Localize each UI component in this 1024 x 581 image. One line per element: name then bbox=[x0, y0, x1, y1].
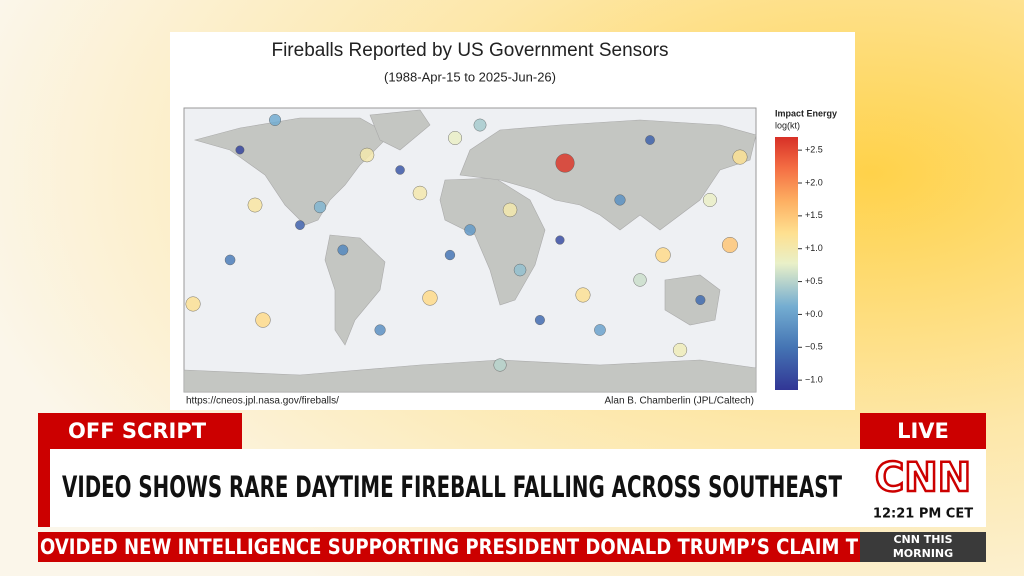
headline-box bbox=[50, 449, 860, 527]
colorbar-title: Impact Energy bbox=[775, 108, 837, 118]
colorbar-tick-label: +1.0 bbox=[805, 243, 823, 253]
eurasia bbox=[459, 119, 757, 231]
fireball bbox=[672, 342, 688, 358]
fireball bbox=[313, 200, 327, 214]
fireball bbox=[337, 244, 349, 256]
colorbar-tick-label: +0.5 bbox=[805, 276, 823, 286]
south-america bbox=[324, 234, 386, 346]
fireball bbox=[235, 145, 245, 155]
banner-tab bbox=[38, 413, 242, 449]
chart-subtitle: (1988-Apr-15 to 2025-Jun-26) bbox=[384, 69, 556, 84]
fireball bbox=[555, 153, 575, 173]
fireball bbox=[575, 287, 591, 303]
fireball bbox=[534, 315, 545, 326]
credit: Alan B. Chamberlin (JPL/Caltech) bbox=[604, 396, 754, 407]
fireball-points bbox=[185, 114, 748, 372]
colorbar-tick-label: +2.0 bbox=[805, 177, 823, 187]
fireball bbox=[359, 147, 375, 163]
colorbar-tick-label: +2.5 bbox=[805, 145, 823, 155]
fireball bbox=[444, 249, 456, 261]
fireball bbox=[614, 194, 626, 206]
source: https://cneos.jpl.nasa.gov/fireballs/ bbox=[186, 396, 339, 407]
fireball bbox=[555, 235, 565, 245]
fireball bbox=[412, 185, 428, 201]
colorbar-tick-label: +0.0 bbox=[805, 309, 823, 319]
fireball bbox=[695, 295, 706, 305]
fireball bbox=[422, 290, 438, 306]
greenland bbox=[369, 109, 431, 151]
colorbar-tick-label: −1.0 bbox=[805, 375, 823, 385]
fireball bbox=[732, 149, 748, 165]
colorbar-ticks: +2.5 +2.0 +1.5 +1.0 +0.5 +0.0 −0.5 −1.0 bbox=[798, 145, 823, 385]
fireball bbox=[395, 165, 405, 175]
fireball bbox=[633, 273, 647, 287]
fireball bbox=[502, 202, 518, 218]
fireball bbox=[594, 324, 606, 336]
antarctica bbox=[183, 359, 757, 393]
colorbar-tick-label: −0.5 bbox=[805, 342, 823, 352]
fireball bbox=[295, 220, 305, 230]
fireball bbox=[255, 312, 271, 328]
show-name-2: MORNING bbox=[893, 547, 953, 560]
fireball bbox=[185, 296, 201, 312]
fireball bbox=[513, 263, 527, 277]
fireball bbox=[702, 193, 717, 207]
clock: 12:21 PM CET bbox=[873, 507, 973, 522]
fireball bbox=[374, 324, 386, 336]
fireball bbox=[464, 224, 476, 236]
fireball bbox=[448, 131, 462, 145]
colorbar bbox=[775, 137, 798, 390]
ticker: OVIDED NEW INTELLIGENCE SUPPORTING PRESI… bbox=[40, 535, 859, 559]
cnn-logo: CNN bbox=[875, 455, 971, 501]
fireball bbox=[722, 237, 738, 253]
fireball bbox=[493, 358, 507, 372]
ticker-bar bbox=[38, 532, 860, 562]
banner-label: OFF SCRIPT bbox=[68, 419, 207, 443]
logo-box bbox=[860, 449, 986, 527]
colorbar-unit: log(kt) bbox=[775, 120, 800, 130]
north-america bbox=[193, 117, 391, 226]
australia bbox=[664, 274, 721, 326]
live-label: LIVE bbox=[897, 419, 949, 443]
fireball bbox=[655, 247, 671, 263]
headline: VIDEO SHOWS RARE DAYTIME FIREBALL FALLIN… bbox=[62, 470, 842, 504]
colorbar-tick-label: +1.5 bbox=[805, 210, 823, 220]
fireball bbox=[224, 254, 236, 266]
live-box bbox=[860, 413, 986, 449]
fireball bbox=[473, 118, 487, 132]
fireball bbox=[247, 197, 263, 213]
show-box bbox=[860, 532, 986, 562]
fireball bbox=[645, 135, 655, 145]
chart-title: Fireballs Reported by US Government Sens… bbox=[271, 40, 668, 61]
show-name-1: CNN THIS bbox=[893, 533, 952, 546]
fireball bbox=[269, 114, 281, 126]
